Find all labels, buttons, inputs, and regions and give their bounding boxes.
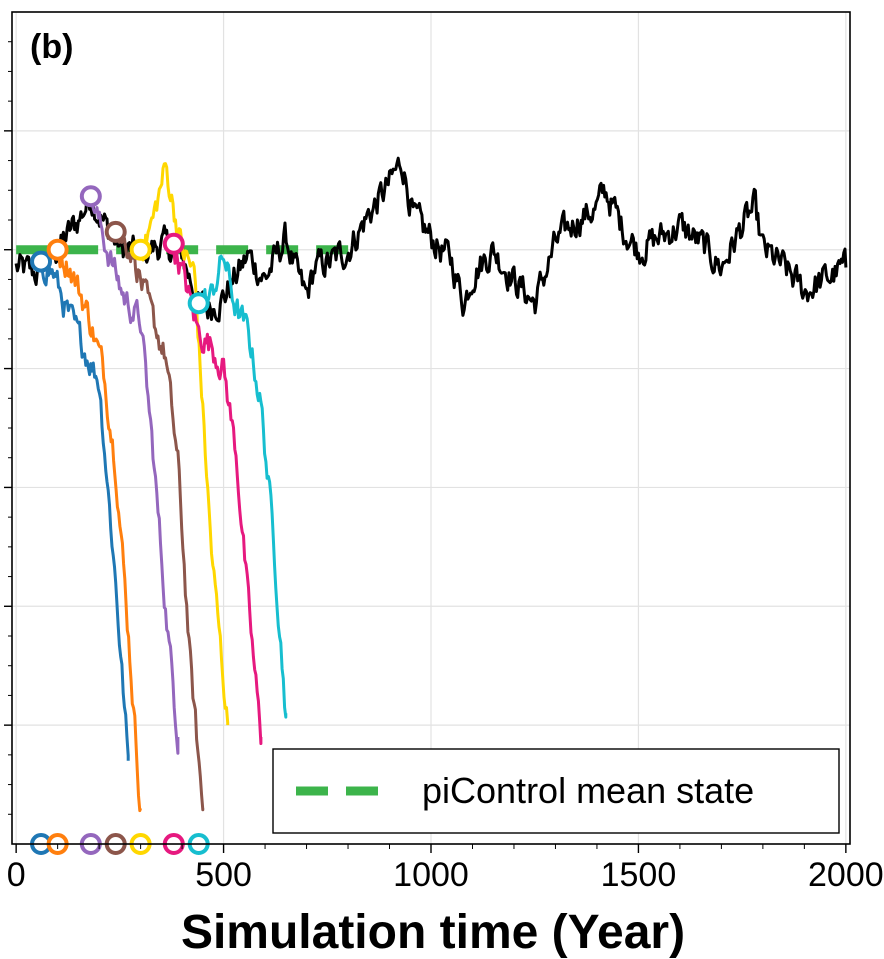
x-tick-label: 500 <box>195 856 252 894</box>
branch-marker-4 <box>104 220 127 243</box>
experiment-line-7 <box>197 254 288 719</box>
x-tick-label: 2000 <box>808 856 884 894</box>
x-tick-label: 1000 <box>393 856 469 894</box>
experiment-line-2 <box>56 251 143 813</box>
experiment-line-3 <box>89 186 180 755</box>
branch-marker-6 <box>162 232 185 255</box>
control-run-line <box>14 156 848 323</box>
branch-marker-3 <box>79 185 102 208</box>
experiment-line-5 <box>139 162 230 726</box>
x-tick-label: 1500 <box>601 856 677 894</box>
x-axis-label: Simulation time (Year) <box>181 906 685 959</box>
branch-marker-5 <box>129 238 152 261</box>
panel-label: (b) <box>30 28 73 66</box>
ticks <box>4 41 847 853</box>
branch-marker-2 <box>46 238 69 261</box>
branch-marker-1 <box>30 250 53 273</box>
experiment-line-1 <box>39 264 130 761</box>
x-tick-labels: 0 500 1000 1500 2000 <box>7 856 884 894</box>
series-layer <box>14 156 848 813</box>
legend: piControl mean state <box>272 748 840 834</box>
branch-marker-7 <box>187 292 210 315</box>
marker-layer <box>30 185 210 855</box>
legend-label: piControl mean state <box>422 770 754 811</box>
experiment-line-6 <box>172 248 263 745</box>
x-tick-label: 0 <box>7 856 26 894</box>
experiment-line-4 <box>114 233 205 812</box>
